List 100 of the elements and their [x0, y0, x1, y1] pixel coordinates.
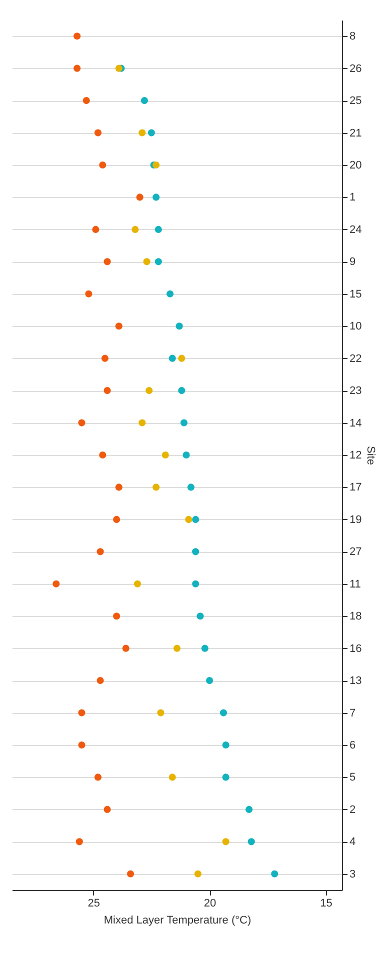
y-tick-label: 17 — [350, 482, 362, 494]
point — [94, 129, 102, 136]
x-tick-label: 20 — [204, 898, 216, 910]
point — [192, 516, 200, 523]
point — [146, 387, 153, 394]
point — [271, 870, 278, 878]
point — [168, 354, 176, 362]
point — [96, 677, 104, 684]
point — [104, 387, 111, 394]
point — [192, 580, 200, 588]
point — [178, 354, 186, 362]
point — [115, 64, 122, 72]
point — [248, 838, 255, 846]
point — [162, 451, 169, 459]
point — [178, 387, 186, 394]
point — [246, 806, 253, 813]
point — [78, 419, 86, 426]
point — [78, 741, 86, 749]
point — [134, 580, 142, 588]
point — [182, 451, 190, 459]
point — [222, 741, 230, 749]
y-tick-label: 9 — [350, 256, 356, 268]
point — [185, 516, 192, 523]
y-tick-label: 8 — [350, 30, 356, 43]
point — [220, 709, 228, 716]
point — [104, 258, 111, 266]
point — [148, 129, 155, 136]
x-axis-title: Mixed Layer Temperature (°C) — [104, 914, 252, 926]
point — [166, 290, 174, 298]
y-tick-label: 10 — [350, 320, 362, 333]
point — [99, 451, 106, 459]
point — [176, 322, 183, 330]
y-tick-label: 27 — [350, 546, 362, 558]
point — [222, 838, 230, 846]
y-tick-label: 6 — [350, 740, 356, 752]
point — [201, 644, 208, 652]
y-tick-label: 5 — [350, 772, 356, 784]
y-tick-label: 4 — [350, 836, 356, 848]
point — [76, 838, 83, 846]
point — [222, 774, 230, 781]
y-tick-label: 12 — [350, 450, 362, 462]
point — [143, 258, 150, 266]
point — [196, 612, 204, 620]
y-tick-label: 16 — [350, 642, 362, 655]
y-tick-label: 3 — [350, 868, 356, 880]
y-tick-label: 11 — [350, 578, 361, 590]
point — [136, 194, 144, 201]
point — [180, 419, 188, 426]
point — [85, 290, 92, 298]
y-tick-label: 13 — [350, 675, 362, 688]
point — [168, 774, 176, 781]
y-tick-label: 26 — [350, 62, 362, 75]
point — [74, 32, 81, 40]
x-tick-label: 15 — [320, 898, 332, 910]
point — [52, 580, 60, 588]
point — [152, 161, 160, 169]
y-tick-label: 19 — [350, 514, 362, 526]
point — [194, 870, 202, 878]
point — [152, 484, 160, 491]
point — [154, 226, 162, 233]
point — [92, 226, 100, 233]
point — [192, 548, 200, 556]
y-tick-label: 1 — [350, 192, 356, 204]
point — [138, 129, 146, 136]
point — [78, 709, 86, 716]
x-tick-label: 25 — [88, 898, 100, 910]
y-tick-label: 25 — [350, 95, 362, 108]
y-tick-label: 22 — [350, 352, 362, 365]
point — [173, 644, 181, 652]
point — [74, 64, 81, 72]
point — [99, 161, 106, 169]
point — [101, 354, 108, 362]
point — [140, 97, 148, 104]
point — [113, 612, 120, 620]
point — [96, 548, 104, 556]
point — [82, 97, 90, 104]
point — [104, 806, 111, 813]
y-tick-label: 2 — [350, 804, 356, 816]
point — [132, 226, 139, 233]
y-tick-label: 24 — [350, 224, 362, 236]
point — [154, 258, 162, 266]
point — [206, 677, 214, 684]
y-tick-label: 23 — [350, 385, 362, 398]
y-tick-label: 7 — [350, 707, 356, 720]
point — [94, 774, 102, 781]
point — [113, 516, 120, 523]
point — [187, 484, 194, 491]
y-tick-label: 21 — [350, 127, 362, 140]
point — [122, 644, 130, 652]
y-axis-title: Site — [364, 446, 377, 465]
point — [157, 709, 164, 716]
point — [115, 484, 122, 491]
y-tick-label: 14 — [350, 417, 362, 430]
point — [115, 322, 122, 330]
point — [138, 419, 146, 426]
y-tick-label: 20 — [350, 160, 362, 172]
y-tick-label: 18 — [350, 610, 362, 623]
point — [126, 870, 134, 878]
y-tick-label: 15 — [350, 288, 362, 300]
point — [152, 194, 160, 201]
